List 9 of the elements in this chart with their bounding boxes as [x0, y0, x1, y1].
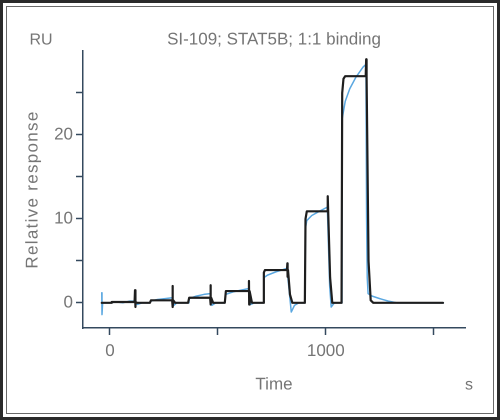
chart-title: SI-109; STAT5B; 1:1 binding	[167, 30, 381, 49]
y-tick-label: 10	[54, 208, 73, 228]
text: RU	[29, 31, 53, 48]
x-tick-label: 1000	[306, 340, 345, 360]
y-tick-label: 20	[54, 124, 73, 144]
y-axis-title: Relative response	[22, 110, 42, 269]
text: s	[465, 376, 473, 394]
x-axis-title: Time	[255, 374, 293, 394]
y-tick-label: 0	[64, 292, 73, 312]
